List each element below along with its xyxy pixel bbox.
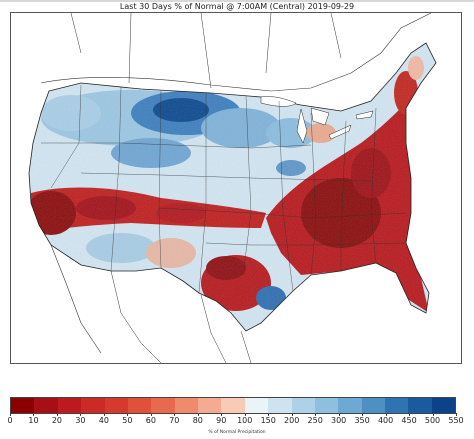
colorbar-tick-mark	[362, 413, 364, 416]
colorbar-tick-mark	[221, 413, 223, 416]
colorbar-tick-mark	[33, 413, 35, 416]
colorbar-tick-label: 30	[75, 416, 86, 425]
colorbar-segment	[291, 398, 315, 413]
colorbar-tick-label: 250	[307, 416, 323, 425]
colorbar-segment	[361, 398, 385, 413]
colorbar-tick-mark	[174, 413, 176, 416]
colorbar-tick-mark	[197, 413, 199, 416]
colorbar-segment	[338, 398, 362, 413]
baja-coast	[50, 244, 102, 354]
colorbar	[10, 397, 456, 414]
colorbar-tick-mark	[409, 413, 411, 416]
us-map-svg	[11, 13, 461, 363]
colorbar-segment	[104, 398, 128, 413]
colorbar-tick-mark	[244, 413, 246, 416]
colorbar-tick-label: 40	[98, 416, 109, 425]
colorbar-tick-label: 80	[192, 416, 203, 425]
us-outline	[28, 42, 437, 332]
colorbar-tick-label: 100	[237, 416, 253, 425]
colorbar-tick-mark	[103, 413, 105, 416]
colorbar-segment	[151, 398, 175, 413]
colorbar-tick-label: 10	[28, 416, 39, 425]
precipitation-map	[10, 12, 462, 364]
colorbar-tick-mark	[56, 413, 58, 416]
colorbar-tick-label: 450	[401, 416, 417, 425]
lake-michigan	[296, 108, 308, 144]
colorbar-tick-label: 500	[424, 416, 441, 425]
colorbar-segment	[221, 398, 245, 413]
colorbar-tick-label: 0	[7, 416, 13, 425]
colorbar-tick-label: 400	[377, 416, 394, 425]
colorbar-tick-label: 550	[448, 416, 464, 425]
window-top-edge	[0, 0, 474, 2]
lake-superior	[260, 96, 297, 107]
colorbar-tick-label: 150	[260, 416, 276, 425]
colorbar-tick-mark	[315, 413, 317, 416]
colorbar-segment	[244, 398, 269, 413]
colorbar-tick-label: 300	[330, 416, 347, 425]
colorbar-ticks: 0 10 20 30 40 50 60 70 80 90 100 150 200 250 300 350 400…	[7, 413, 464, 426]
colorbar-segment	[431, 398, 456, 413]
colorbar-tick-label: 200	[284, 416, 300, 425]
colorbar-segment	[198, 398, 222, 413]
lake-huron	[310, 107, 330, 126]
colorbar-tick-label: 350	[354, 416, 370, 425]
map-title: Last 30 Days % of Normal @ 7:00AM (Centr…	[119, 2, 355, 11]
colorbar-tick-mark	[291, 413, 293, 416]
colorbar-segment	[408, 398, 432, 413]
colorbar-tick-mark	[456, 413, 457, 416]
colorbar-tick-label: 60	[145, 416, 156, 425]
colorbar-tick-mark	[127, 413, 129, 416]
colorbar-segment	[268, 398, 292, 413]
colorbar-tick-mark	[268, 413, 270, 416]
colorbar-tick-mark	[432, 413, 434, 416]
colorbar-tick-label: 90	[216, 416, 227, 425]
canada-lines	[40, 13, 432, 92]
canada-province-lines	[70, 13, 342, 89]
colorbar-segment	[57, 398, 82, 413]
colorbar-tick-mark	[10, 413, 11, 416]
colorbar-segment	[11, 398, 35, 413]
mexico-lines	[110, 270, 252, 363]
colorbar-label: % of Normal Precipitation	[208, 430, 266, 435]
colorbar-tick-label: 70	[169, 416, 180, 425]
colorbar-tick-mark	[80, 413, 82, 416]
colorbar-tick-mark	[385, 413, 387, 416]
colorbar-segment	[314, 398, 339, 413]
colorbar-tick-mark	[150, 413, 152, 416]
lake-ontario	[355, 110, 374, 120]
colorbar-segment	[385, 398, 409, 413]
state-borders	[41, 84, 407, 294]
colorbar-segment	[174, 398, 198, 413]
colorbar-segment	[34, 398, 58, 413]
colorbar-tick-mark	[338, 413, 340, 416]
colorbar-tick-label: 50	[122, 416, 133, 425]
colorbar-segment	[81, 398, 105, 413]
colorbar-segment	[127, 398, 152, 413]
colorbar-tick-label: 20	[51, 416, 63, 425]
